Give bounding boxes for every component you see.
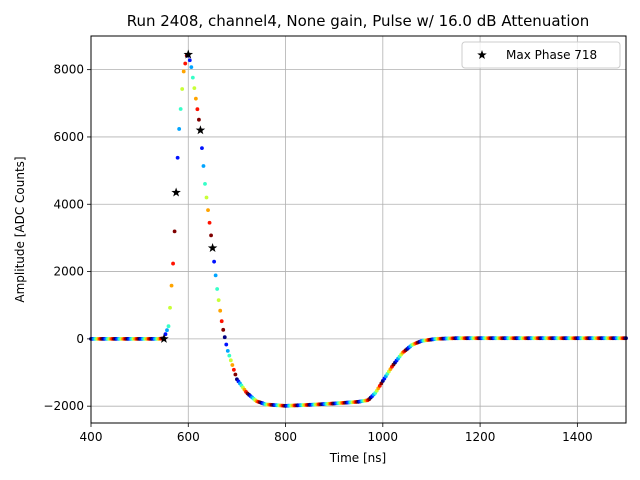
sample-point <box>175 155 180 160</box>
sample-point <box>177 127 182 131</box>
x-tick-label: 1200 <box>465 430 496 444</box>
plot-frame <box>90 35 627 424</box>
sample-point <box>166 324 171 329</box>
sample-point <box>207 220 212 225</box>
x-tick-label: 400 <box>80 430 103 444</box>
y-axis-label: Amplitude [ADC Counts] <box>13 156 27 302</box>
sample-point <box>171 261 175 266</box>
sample-point <box>212 259 217 264</box>
sample-point <box>193 96 198 101</box>
x-axis-label: Time [ns] <box>329 451 386 465</box>
pulse-samples <box>89 53 628 408</box>
sample-point <box>216 298 221 303</box>
sample-point <box>228 358 233 363</box>
max-phase-star <box>207 243 218 253</box>
y-tick-label: −2000 <box>43 399 84 413</box>
sample-point <box>201 164 206 168</box>
sample-point <box>192 86 197 91</box>
axis-ticks: 400 600 800 1000 1200 1400 −2000 0 2000 4000 6000 8… <box>43 63 592 444</box>
x-tick-label: 600 <box>177 430 200 444</box>
y-tick-label: 6000 <box>53 130 84 144</box>
legend-label: Max Phase 718 <box>506 48 597 62</box>
max-phase-star <box>159 333 169 343</box>
max-phase-markers <box>159 49 218 343</box>
sample-point <box>206 208 210 213</box>
sample-point <box>230 363 235 367</box>
grid-lines <box>90 36 626 423</box>
sample-point <box>222 335 227 340</box>
sample-point <box>219 319 224 324</box>
sample-point <box>204 195 209 200</box>
legend-box <box>461 41 621 69</box>
sample-point <box>233 372 238 377</box>
sample-point <box>213 273 218 278</box>
x-tick-label: 800 <box>274 430 297 444</box>
y-tick-label: 4000 <box>53 197 84 211</box>
sample-point <box>224 342 229 347</box>
sample-point <box>227 353 232 358</box>
y-tick-label: 8000 <box>53 63 84 77</box>
sample-point <box>225 348 230 353</box>
sample-point <box>231 367 236 372</box>
sample-point <box>163 332 168 337</box>
sample-point <box>195 107 200 112</box>
x-tick-label: 1400 <box>562 430 593 444</box>
y-tick-label: 2000 <box>53 265 84 279</box>
max-phase-star <box>195 125 206 135</box>
x-tick-label: 1000 <box>368 430 399 444</box>
sample-point <box>221 327 226 332</box>
sample-point <box>169 283 174 288</box>
sample-point <box>187 58 192 63</box>
sample-point <box>172 229 177 234</box>
sample-point <box>168 305 172 310</box>
legend-star-icon <box>477 50 487 60</box>
sample-point <box>189 65 194 70</box>
sample-point <box>165 328 169 333</box>
y-tick-label: 0 <box>76 332 84 346</box>
sample-point <box>181 69 186 74</box>
max-phase-star <box>183 49 194 59</box>
sample-point <box>200 146 204 151</box>
sample-point <box>197 117 201 122</box>
sample-point <box>215 287 220 291</box>
sample-point <box>190 75 195 80</box>
sample-point <box>183 61 188 66</box>
sample-point <box>178 107 183 111</box>
sample-point <box>180 87 185 91</box>
legend: Max Phase 718 <box>461 41 621 69</box>
sample-point <box>218 308 223 313</box>
sample-point <box>209 233 213 238</box>
chart-title: Run 2408, channel4, None gain, Pulse w/ … <box>127 12 590 30</box>
sample-point <box>203 181 207 186</box>
max-phase-star <box>171 187 181 197</box>
